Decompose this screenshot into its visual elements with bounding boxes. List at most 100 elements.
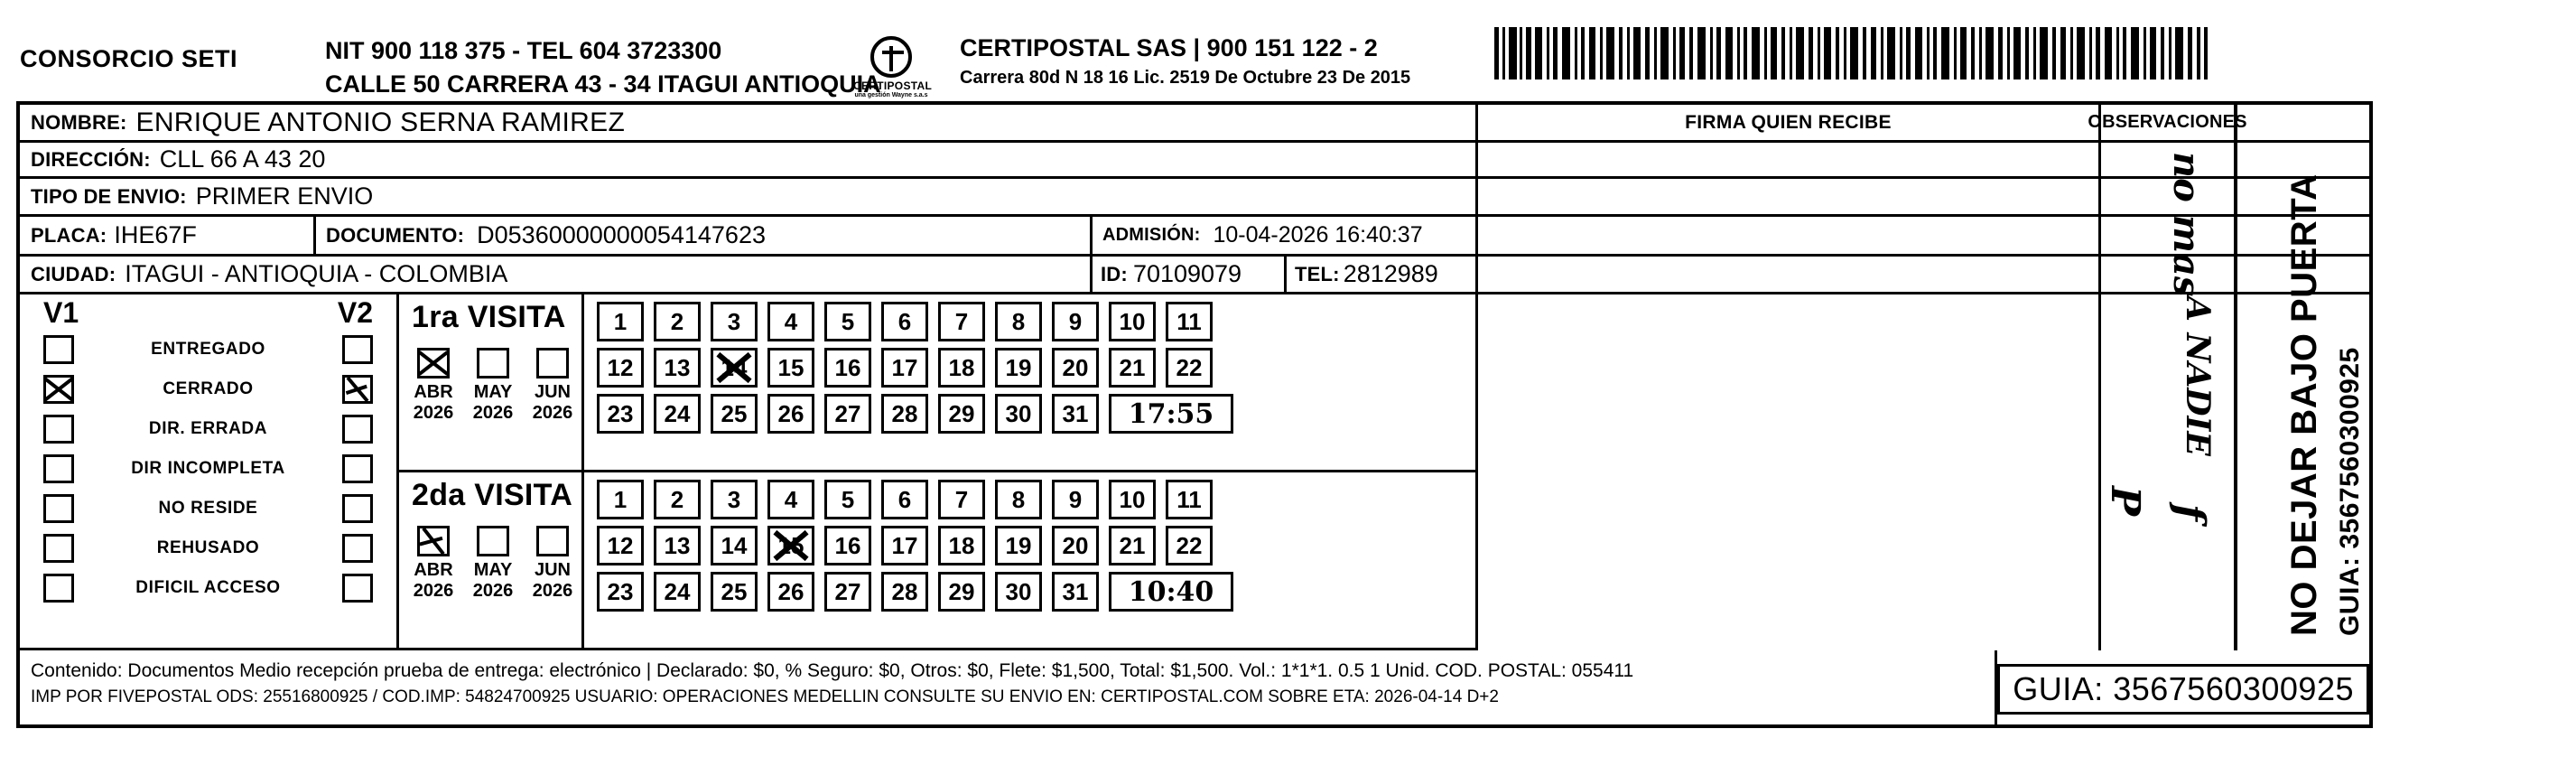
day-cell-12[interactable]: 12: [597, 526, 644, 565]
footer-text-block: Contenido: Documentos Medio recepción pr…: [20, 650, 1995, 728]
v2-checkbox-dir-incompleta[interactable]: [342, 454, 373, 483]
direccion-label: DIRECCIÓN:: [31, 147, 151, 171]
day-cell-18[interactable]: 18: [938, 348, 985, 388]
day-cell-26[interactable]: 26: [767, 572, 814, 612]
day-cell-30[interactable]: 30: [995, 394, 1042, 434]
signature-panel: FIRMA QUIEN RECIBE: [1475, 105, 2098, 650]
day-cell-9[interactable]: 9: [1052, 480, 1099, 519]
v1-checkbox-entregado[interactable]: [43, 335, 74, 364]
day-cell-29[interactable]: 29: [938, 394, 985, 434]
day-cell-1[interactable]: 1: [597, 480, 644, 519]
observations-area[interactable]: no mas A NADIE P f: [2101, 143, 2234, 650]
v2-checkbox-dificil-acceso[interactable]: [342, 574, 373, 603]
month-option: JUN 2026: [531, 526, 574, 602]
v2-checkbox-dir-errada[interactable]: [342, 415, 373, 444]
day-cell-15[interactable]: 15: [767, 526, 814, 565]
month-checkbox-jun[interactable]: [536, 348, 569, 378]
day-cell-21[interactable]: 21: [1109, 348, 1156, 388]
day-cell-19[interactable]: 19: [995, 526, 1042, 565]
day-cell-26[interactable]: 26: [767, 394, 814, 434]
day-cell-30[interactable]: 30: [995, 572, 1042, 612]
day-cell-24[interactable]: 24: [654, 572, 701, 612]
day-cell-17[interactable]: 17: [881, 526, 928, 565]
direccion-value: CLL 66 A 43 20: [159, 145, 326, 173]
day-cell-23[interactable]: 23: [597, 572, 644, 612]
day-cell-11[interactable]: 11: [1166, 480, 1213, 519]
day-cell-31[interactable]: 31: [1052, 394, 1099, 434]
day-cell-16[interactable]: 16: [824, 348, 871, 388]
visit-time-field[interactable]: 10:40: [1109, 572, 1233, 612]
day-cell-10[interactable]: 10: [1109, 302, 1156, 341]
day-cell-6[interactable]: 6: [881, 302, 928, 341]
day-cell-15[interactable]: 15: [767, 348, 814, 388]
v1-checkbox-rehusado[interactable]: [43, 534, 74, 563]
day-cell-7[interactable]: 7: [938, 480, 985, 519]
month-checkbox-jun[interactable]: [536, 526, 569, 556]
day-cell-13[interactable]: 13: [654, 526, 701, 565]
day-cell-31[interactable]: 31: [1052, 572, 1099, 612]
day-cell-11[interactable]: 11: [1166, 302, 1213, 341]
v2-checkbox-cerrado[interactable]: [342, 375, 373, 404]
day-cell-8[interactable]: 8: [995, 480, 1042, 519]
day-cell-25[interactable]: 25: [711, 572, 758, 612]
placa-label: PLACA:: [31, 223, 107, 247]
day-cell-29[interactable]: 29: [938, 572, 985, 612]
day-cell-4[interactable]: 4: [767, 302, 814, 341]
v1-checkbox-dificil-acceso[interactable]: [43, 574, 74, 603]
day-cell-7[interactable]: 7: [938, 302, 985, 341]
day-cell-28[interactable]: 28: [881, 572, 928, 612]
day-cell-23[interactable]: 23: [597, 394, 644, 434]
tipo-envio-label: TIPO DE ENVIO:: [31, 184, 187, 208]
day-cell-17[interactable]: 17: [881, 348, 928, 388]
day-cell-1[interactable]: 1: [597, 302, 644, 341]
day-cell-5[interactable]: 5: [824, 480, 871, 519]
day-cell-16[interactable]: 16: [824, 526, 871, 565]
day-cell-14[interactable]: 14: [711, 348, 758, 388]
month-checkbox-may[interactable]: [477, 348, 509, 378]
month-checkbox-abr[interactable]: [417, 348, 450, 378]
day-cell-20[interactable]: 20: [1052, 348, 1099, 388]
day-cell-4[interactable]: 4: [767, 480, 814, 519]
v1-checkbox-cerrado[interactable]: [43, 375, 74, 404]
v2-checkbox-rehusado[interactable]: [342, 534, 373, 563]
day-cell-18[interactable]: 18: [938, 526, 985, 565]
day-cell-24[interactable]: 24: [654, 394, 701, 434]
month-checkbox-abr[interactable]: [417, 526, 450, 556]
day-cell-21[interactable]: 21: [1109, 526, 1156, 565]
day-cell-8[interactable]: 8: [995, 302, 1042, 341]
day-cell-3[interactable]: 3: [711, 302, 758, 341]
admision-label: ADMISIÓN:: [1102, 225, 1201, 245]
day-cell-12[interactable]: 12: [597, 348, 644, 388]
day-cell-27[interactable]: 27: [824, 572, 871, 612]
day-cell-19[interactable]: 19: [995, 348, 1042, 388]
day-cell-13[interactable]: 13: [654, 348, 701, 388]
v2-checkbox-no-reside[interactable]: [342, 494, 373, 523]
signature-area[interactable]: [1478, 143, 2098, 650]
day-cell-3[interactable]: 3: [711, 480, 758, 519]
visit-time-field[interactable]: 17:55: [1109, 394, 1233, 434]
day-cell-27[interactable]: 27: [824, 394, 871, 434]
day-cell-2[interactable]: 2: [654, 480, 701, 519]
day-cell-14[interactable]: 14: [711, 526, 758, 565]
v2-checkbox-entregado[interactable]: [342, 335, 373, 364]
day-cell-6[interactable]: 6: [881, 480, 928, 519]
day-cell-28[interactable]: 28: [881, 394, 928, 434]
day-cell-10[interactable]: 10: [1109, 480, 1156, 519]
v1-checkbox-dir-errada[interactable]: [43, 415, 74, 444]
footer-zone: Contenido: Documentos Medio recepción pr…: [20, 650, 2369, 728]
day-cell-22[interactable]: 22: [1166, 526, 1213, 565]
v1-checkbox-dir-incompleta[interactable]: [43, 454, 74, 483]
day-cell-25[interactable]: 25: [711, 394, 758, 434]
field-row-direccion: DIRECCIÓN: CLL 66 A 43 20: [20, 143, 2369, 179]
day-cell-2[interactable]: 2: [654, 302, 701, 341]
side-notice-panel: NO DEJAR BAJO PUERTA GUIA: 3567560300925: [2234, 105, 2373, 650]
day-cell-9[interactable]: 9: [1052, 302, 1099, 341]
day-cell-20[interactable]: 20: [1052, 526, 1099, 565]
footer-imprint-line: IMP POR FIVEPOSTAL ODS: 25516800925 / CO…: [31, 687, 1499, 707]
month-checkbox-may[interactable]: [477, 526, 509, 556]
day-row: 1 2 3 4 5 6 7 8 9 10 11: [597, 302, 1468, 341]
day-cell-5[interactable]: 5: [824, 302, 871, 341]
month-name: JUN: [534, 560, 571, 580]
day-cell-22[interactable]: 22: [1166, 348, 1213, 388]
v1-checkbox-no-reside[interactable]: [43, 494, 74, 523]
